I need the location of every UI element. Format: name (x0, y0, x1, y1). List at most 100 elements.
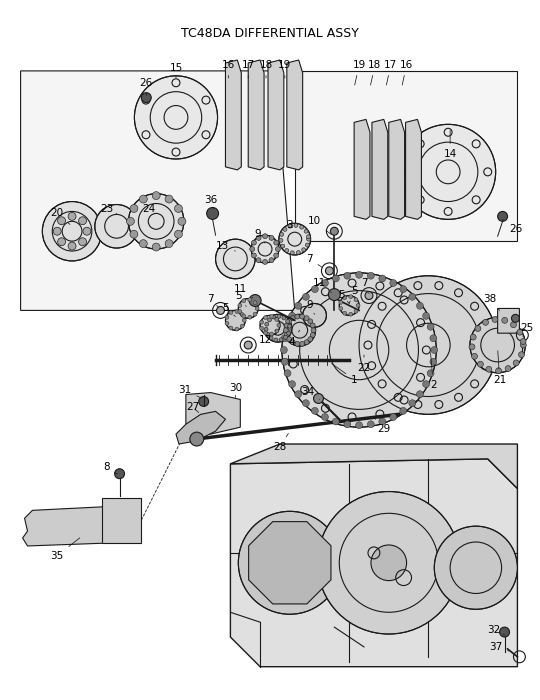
Polygon shape (176, 412, 226, 444)
Circle shape (359, 276, 498, 414)
Circle shape (262, 234, 267, 239)
Circle shape (165, 195, 173, 203)
Polygon shape (268, 60, 284, 170)
Circle shape (518, 351, 524, 358)
Circle shape (244, 341, 252, 349)
Circle shape (126, 218, 134, 225)
Text: 1: 1 (332, 363, 357, 385)
Circle shape (521, 342, 526, 348)
Circle shape (343, 296, 347, 300)
Circle shape (165, 239, 173, 248)
Circle shape (423, 381, 429, 388)
Circle shape (281, 244, 285, 248)
Text: 5: 5 (222, 303, 235, 316)
Circle shape (431, 346, 438, 354)
Circle shape (255, 307, 259, 310)
Polygon shape (226, 60, 241, 170)
Text: 9: 9 (306, 300, 314, 314)
Circle shape (264, 331, 267, 335)
Circle shape (256, 258, 261, 262)
Circle shape (307, 237, 310, 241)
Polygon shape (248, 60, 264, 170)
Circle shape (267, 318, 272, 322)
Circle shape (287, 337, 292, 342)
Circle shape (249, 295, 261, 307)
Text: 22: 22 (357, 355, 370, 373)
Text: 28: 28 (273, 433, 288, 452)
Circle shape (471, 354, 477, 359)
Circle shape (469, 344, 475, 350)
Text: 12: 12 (259, 330, 276, 345)
Text: 36: 36 (204, 195, 217, 209)
Circle shape (470, 334, 476, 340)
Circle shape (279, 337, 283, 342)
Circle shape (486, 366, 492, 372)
Circle shape (272, 315, 276, 319)
Polygon shape (231, 444, 517, 489)
Circle shape (371, 545, 407, 580)
Text: 9: 9 (255, 229, 265, 243)
Circle shape (356, 304, 360, 307)
Polygon shape (295, 71, 517, 241)
Circle shape (281, 358, 288, 365)
Circle shape (328, 288, 340, 300)
Circle shape (343, 312, 347, 315)
Circle shape (79, 217, 86, 225)
Circle shape (332, 418, 339, 425)
Circle shape (390, 279, 397, 286)
Circle shape (356, 422, 362, 428)
Circle shape (199, 396, 208, 407)
Circle shape (282, 316, 286, 320)
Circle shape (379, 418, 386, 425)
Circle shape (284, 370, 291, 377)
Circle shape (300, 314, 305, 319)
Text: 20: 20 (51, 209, 70, 225)
Circle shape (349, 312, 353, 316)
Circle shape (174, 204, 183, 212)
Circle shape (291, 316, 295, 321)
Circle shape (95, 204, 138, 248)
Text: 5: 5 (349, 286, 357, 304)
Circle shape (282, 273, 436, 427)
Text: 19: 19 (278, 60, 292, 78)
Text: 26: 26 (503, 219, 522, 234)
Circle shape (354, 309, 358, 313)
Circle shape (281, 335, 288, 342)
Circle shape (260, 316, 280, 335)
Circle shape (513, 360, 519, 366)
Text: 23: 23 (100, 204, 117, 214)
Circle shape (330, 228, 338, 235)
Circle shape (520, 339, 526, 344)
Polygon shape (23, 506, 119, 546)
Circle shape (498, 211, 508, 221)
Circle shape (496, 368, 502, 374)
Text: 18: 18 (259, 60, 273, 78)
Circle shape (296, 251, 300, 255)
Circle shape (416, 391, 423, 398)
Circle shape (502, 317, 508, 323)
Circle shape (339, 307, 343, 311)
Circle shape (264, 314, 292, 342)
Circle shape (302, 293, 309, 300)
Circle shape (308, 318, 313, 324)
Polygon shape (406, 120, 421, 219)
Circle shape (284, 328, 288, 332)
Circle shape (242, 314, 246, 318)
Text: 38: 38 (483, 293, 500, 310)
Circle shape (229, 326, 233, 330)
Circle shape (304, 340, 309, 344)
Circle shape (139, 239, 147, 248)
Circle shape (367, 272, 374, 279)
Text: 7: 7 (361, 278, 369, 293)
Text: 4: 4 (288, 330, 300, 347)
Circle shape (434, 526, 517, 609)
Polygon shape (248, 522, 331, 604)
Text: 35: 35 (51, 538, 80, 561)
Text: 5: 5 (235, 290, 246, 307)
Circle shape (266, 332, 269, 336)
Polygon shape (389, 120, 404, 219)
Text: 26: 26 (140, 78, 153, 96)
Circle shape (287, 318, 292, 324)
Circle shape (235, 309, 239, 314)
Text: 5: 5 (338, 290, 349, 304)
